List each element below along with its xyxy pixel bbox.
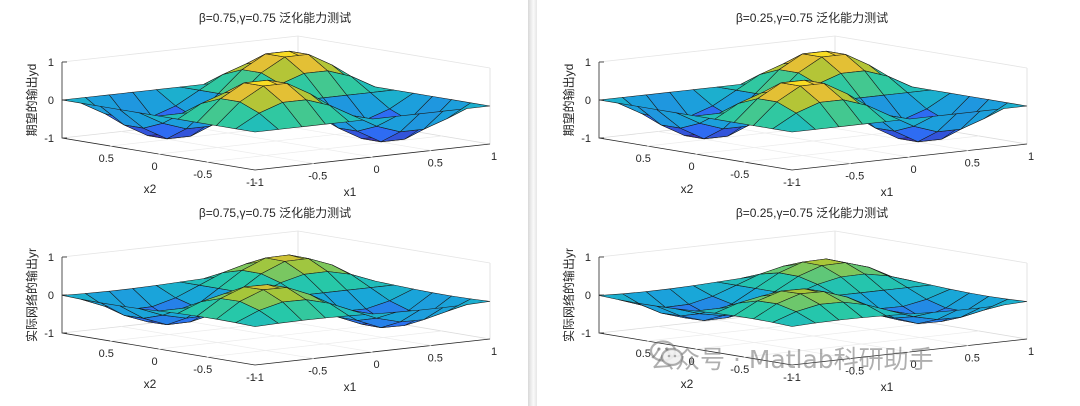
surface-plot-br: β=0.25,γ=0.75 泛化能力测试 1 0 -1 实际网络的输出yr 0.5 0 -0.… [561,205,1034,394]
surface-tr [598,50,1028,143]
watermark: 公众号 · Matlab科研助手 [650,340,934,376]
figure-left-canvas: β=0.75,γ=0.75 泛化能力测试 1 0 -1 期望的输出yd 0.5 0 -0.5 -… [24,10,497,394]
figure-window-right: β=0.25,γ=0.75 泛化能力测试 1 0 -1 期望的输出yd 0.5 0 -0.5 -… [537,0,1080,406]
x2-tick-label: -0.5 [193,364,212,376]
x2-tick-label: -1 [246,177,256,189]
z-tick-label: 0 [585,290,591,302]
z-axis-label: 实际网络的输出yr [561,248,576,342]
back-edge [61,35,299,63]
z-tick-label: 1 [585,57,591,69]
surface-plot-tr: β=0.25,γ=0.75 泛化能力测试 1 0 -1 期望的输出yd 0.5 0 -0.5 -… [561,10,1034,199]
x1-axis-label: x1 [881,380,894,394]
figure-window-left: β=0.75,γ=0.75 泛化能力测试 1 0 -1 期望的输出yd 0.5 0 -0.5 -… [0,0,528,406]
z-tick-label: 1 [48,252,54,264]
x2-tick-label: 0 [151,161,157,173]
z-axis-label: 实际网络的输出yr [24,248,39,342]
back-edge [834,35,1028,69]
back-edge [598,230,836,258]
x1-tick-label: 1 [491,151,497,163]
z-tick-label: 0 [585,95,591,107]
x1-axis-label: x1 [881,185,894,199]
window-divider [528,0,537,406]
grid-line [695,322,932,350]
z-tick-label: -1 [581,133,591,145]
x2-tick-label: 0 [151,356,157,368]
watermark-text: 公众号 · Matlab科研助手 [650,345,934,374]
z-tick-label: -1 [44,133,54,145]
chart-title: β=0.75,γ=0.75 泛化能力测试 [199,10,351,25]
z-tick-label: 1 [48,57,54,69]
x2-tick-label: -1 [783,372,793,384]
back-edge [297,35,491,69]
x2-axis-label: x2 [681,182,694,196]
chart-title: β=0.25,γ=0.75 泛化能力测试 [736,205,888,220]
x2-tick-label: 0.5 [636,348,651,360]
x2-tick-label: -1 [246,372,256,384]
x2-tick-label: -0.5 [730,364,749,376]
x1-tick-label: -1 [254,177,264,189]
x1-tick-label: -1 [791,372,801,384]
x1-tick-label: -0.5 [845,366,864,378]
x1-tick-label: 1 [1028,346,1034,358]
x1-tick-label: 1 [1028,151,1034,163]
x1-tick-label: 0 [373,164,379,176]
x1-tick-label: -0.5 [845,171,864,183]
surface-plot-bl: β=0.75,γ=0.75 泛化能力测试 1 0 -1 实际网络的输出yr 0.5 0 -0.… [24,205,497,394]
back-edge [297,230,491,264]
x1-tick-label: 1 [491,346,497,358]
x2-tick-label: 0 [688,356,694,368]
back-edge [61,230,299,258]
x2-tick-label: 0.5 [636,153,651,165]
x2-tick-label: -0.5 [193,169,212,181]
surface-patch [984,102,1028,119]
x2-tick-label: -1 [783,177,793,189]
surface-bl [61,254,491,328]
x2-tick-label: 0.5 [99,153,114,165]
x1-tick-label: 0.5 [428,158,443,170]
z-tick-label: 0 [48,290,54,302]
x1-tick-label: 0.5 [965,353,980,365]
surface-tl [61,50,491,143]
z-tick-label: -1 [44,328,54,340]
x2-axis-label: x2 [681,377,694,391]
x1-tick-label: 0 [910,359,916,371]
x2-axis-label: x2 [144,377,157,391]
z-tick-label: -1 [581,328,591,340]
x1-tick-label: -0.5 [308,366,327,378]
x1-tick-label: 0.5 [428,353,443,365]
x1-tick-label: -0.5 [308,171,327,183]
grid-line [158,322,395,350]
z-tick-label: 0 [48,95,54,107]
back-edge [598,35,836,63]
back-edge [834,230,1028,264]
z-tick-label: 1 [585,252,591,264]
surface-br [598,258,1028,327]
surface-patch [447,298,491,312]
x2-tick-label: 0.5 [99,348,114,360]
figure-right-canvas: β=0.25,γ=0.75 泛化能力测试 1 0 -1 期望的输出yd 0.5 0 -0.5 -… [561,10,1034,394]
chart-title: β=0.75,γ=0.75 泛化能力测试 [199,205,351,220]
z-axis-label: 期望的输出yd [561,64,576,137]
x2-tick-label: -0.5 [730,169,749,181]
x2-tick-label: 0 [688,161,694,173]
surface-patch [984,298,1028,311]
surface-plot-tl: β=0.75,γ=0.75 泛化能力测试 1 0 -1 期望的输出yd 0.5 0 -0.5 -… [24,10,497,199]
x1-tick-label: -1 [791,177,801,189]
x1-axis-label: x1 [344,185,357,199]
surface-patch [447,102,491,119]
z-axis-label: 期望的输出yd [24,64,39,137]
wechat-icon [650,340,684,367]
x1-tick-label: 0 [373,359,379,371]
x2-axis-label: x2 [144,182,157,196]
x1-tick-label: 0.5 [965,158,980,170]
x1-tick-label: -1 [254,372,264,384]
x1-axis-label: x1 [344,380,357,394]
x1-tick-label: 0 [910,164,916,176]
chart-title: β=0.25,γ=0.75 泛化能力测试 [736,10,888,25]
